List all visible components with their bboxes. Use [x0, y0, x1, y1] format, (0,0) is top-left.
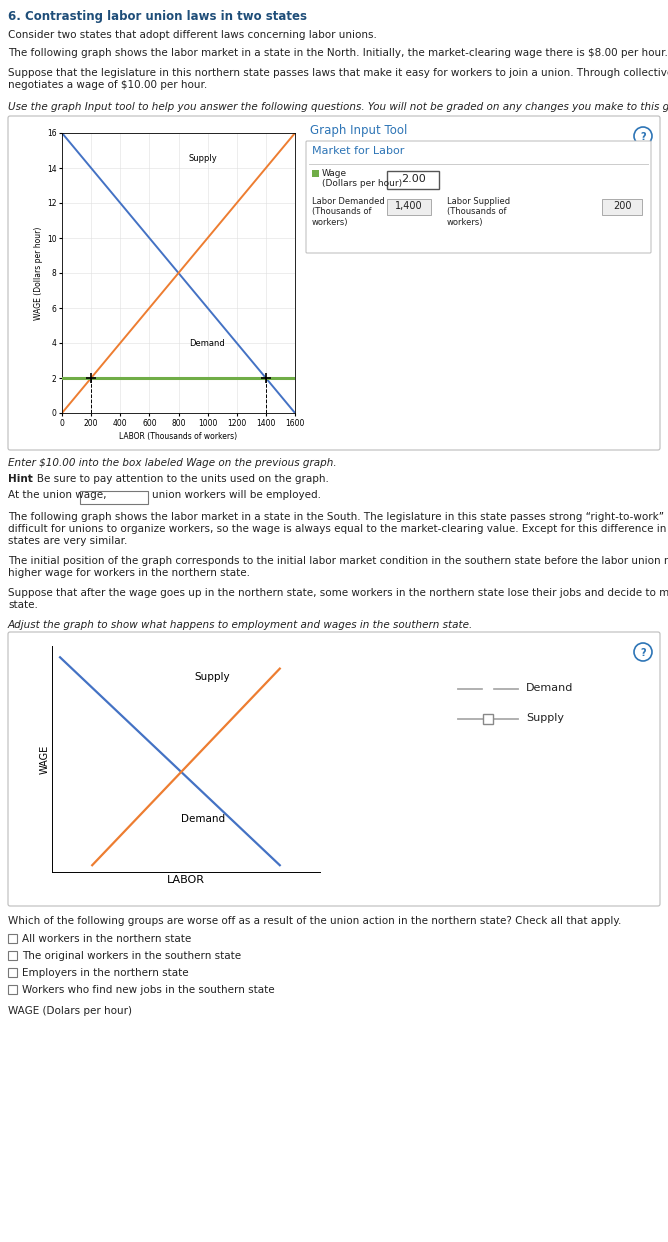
Text: Hint: Hint: [8, 474, 33, 484]
Text: higher wage for workers in the northern state.: higher wage for workers in the northern …: [8, 568, 250, 578]
Text: The following graph shows the labor market in a state in the North. Initially, t: The following graph shows the labor mark…: [8, 48, 668, 58]
Bar: [387, 199, 431, 215]
Text: state.: state.: [8, 600, 38, 610]
Text: Labor Demanded
(Thousands of
workers): Labor Demanded (Thousands of workers): [312, 197, 385, 227]
Text: WAGE (Dolars per hour): WAGE (Dolars per hour): [8, 1006, 132, 1016]
Bar: [387, 171, 439, 189]
Text: All workers in the northern state: All workers in the northern state: [22, 934, 191, 944]
Text: ?: ?: [640, 132, 646, 142]
Text: Graph Input Tool: Graph Input Tool: [310, 124, 407, 137]
FancyBboxPatch shape: [8, 632, 660, 905]
Y-axis label: WAGE (Dollars per hour): WAGE (Dollars per hour): [33, 226, 43, 319]
Text: The following graph shows the labor market in a state in the South. The legislat: The following graph shows the labor mark…: [8, 512, 668, 522]
Text: Wage
(Dollars per hour): Wage (Dollars per hour): [322, 169, 402, 189]
Text: Demand: Demand: [180, 815, 224, 825]
Text: The initial position of the graph corresponds to the initial labor market condit: The initial position of the graph corres…: [8, 556, 668, 566]
Text: At the union wage,: At the union wage,: [8, 491, 106, 501]
Bar: [602, 199, 642, 215]
Text: Adjust the graph to show what happens to employment and wages in the southern st: Adjust the graph to show what happens to…: [8, 620, 473, 630]
Text: Labor Supplied
(Thousands of
workers): Labor Supplied (Thousands of workers): [447, 197, 510, 227]
Text: Use the graph Input tool to help you answer the following questions. You will no: Use the graph Input tool to help you ans…: [8, 102, 668, 112]
FancyBboxPatch shape: [306, 142, 651, 253]
Bar: [8, 985, 17, 994]
Text: 2.00: 2.00: [401, 174, 426, 184]
Text: 1,400: 1,400: [395, 201, 423, 211]
Bar: [8, 934, 17, 943]
Text: Consider two states that adopt different laws concerning labor unions.: Consider two states that adopt different…: [8, 30, 377, 40]
Bar: [312, 170, 319, 178]
Text: Supply: Supply: [526, 713, 564, 723]
Text: Demand: Demand: [188, 339, 224, 349]
Text: Supply: Supply: [194, 672, 230, 682]
Text: Suppose that after the wage goes up in the northern state, some workers in the n: Suppose that after the wage goes up in t…: [8, 587, 668, 597]
Text: negotiates a wage of $10.00 per hour.: negotiates a wage of $10.00 per hour.: [8, 79, 207, 89]
Bar: [483, 714, 493, 724]
Text: Enter $10.00 into the box labeled Wage on the previous graph.: Enter $10.00 into the box labeled Wage o…: [8, 458, 337, 468]
Text: Supply: Supply: [188, 154, 218, 163]
Circle shape: [484, 684, 492, 693]
Text: union workers will be employed.: union workers will be employed.: [152, 491, 321, 501]
Text: Workers who find new jobs in the southern state: Workers who find new jobs in the souther…: [22, 985, 275, 995]
Bar: [8, 951, 17, 960]
X-axis label: LABOR: LABOR: [167, 874, 205, 884]
Text: Suppose that the legislature in this northern state passes laws that make it eas: Suppose that the legislature in this nor…: [8, 68, 668, 78]
FancyBboxPatch shape: [8, 116, 660, 450]
Text: 200: 200: [613, 201, 631, 211]
Bar: [8, 968, 17, 977]
Text: difficult for unions to organize workers, so the wage is always equal to the mar: difficult for unions to organize workers…: [8, 524, 668, 534]
Text: ?: ?: [640, 648, 646, 658]
Bar: [80, 491, 148, 504]
Text: Market for Labor: Market for Labor: [312, 147, 404, 156]
Text: Employers in the northern state: Employers in the northern state: [22, 968, 188, 977]
Text: Demand: Demand: [526, 683, 573, 693]
X-axis label: LABOR (Thousands of workers): LABOR (Thousands of workers): [120, 432, 238, 441]
Text: 6. Contrasting labor union laws in two states: 6. Contrasting labor union laws in two s…: [8, 10, 307, 24]
Y-axis label: WAGE: WAGE: [39, 744, 49, 774]
Text: states are very similar.: states are very similar.: [8, 537, 128, 546]
Text: Which of the following groups are worse off as a result of the union action in t: Which of the following groups are worse …: [8, 917, 621, 927]
Text: : Be sure to pay attention to the units used on the graph.: : Be sure to pay attention to the units …: [30, 474, 329, 484]
Text: The original workers in the southern state: The original workers in the southern sta…: [22, 951, 241, 961]
